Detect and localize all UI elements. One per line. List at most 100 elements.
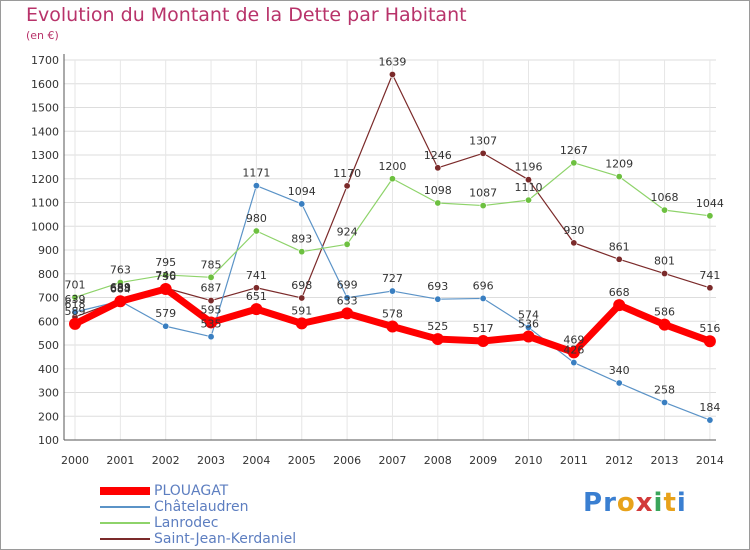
data-label: 980 (246, 212, 267, 225)
data-point (207, 273, 215, 281)
data-point (162, 322, 170, 330)
data-point (661, 398, 669, 406)
logo-letter: i (676, 488, 687, 518)
data-point (615, 379, 623, 387)
chart-title: Evolution du Montant de la Dette par Hab… (26, 4, 467, 26)
data-label: 696 (473, 279, 494, 292)
y-tick-label: 900 (38, 244, 59, 257)
x-tick-label: 2003 (197, 454, 225, 467)
data-label: 741 (246, 269, 267, 282)
data-label: 693 (427, 280, 448, 293)
data-label: 1044 (696, 197, 724, 210)
data-label: 651 (246, 290, 267, 303)
data-label: 536 (518, 317, 539, 330)
data-label: 618 (65, 298, 86, 311)
data-label: 1171 (242, 167, 270, 180)
x-tick-label: 2014 (696, 454, 724, 467)
x-tick-label: 2001 (106, 454, 134, 467)
data-point (71, 293, 79, 301)
data-point (71, 308, 79, 316)
x-tick-label: 2002 (152, 454, 180, 467)
data-point (298, 294, 306, 302)
data-label: 698 (291, 279, 312, 292)
data-label: 1098 (424, 184, 452, 197)
series-ch-telaudren (71, 182, 714, 424)
y-tick-label: 300 (38, 387, 59, 400)
data-point (706, 284, 714, 292)
data-label: 591 (291, 304, 312, 317)
data-label: 795 (155, 256, 176, 269)
logo-letter: x (635, 488, 654, 518)
line-chart: 100 200 300 400 500 600 700 800 900 1000 1100 1200 1… (31, 54, 724, 467)
data-point (298, 248, 306, 256)
data-point (661, 270, 669, 278)
legend-swatch (100, 538, 150, 540)
x-tick-label: 2008 (424, 454, 452, 467)
data-point (661, 206, 669, 214)
data-point (207, 297, 215, 305)
data-point (388, 287, 396, 295)
data-point (434, 199, 442, 207)
data-point (250, 303, 263, 316)
data-label: 469 (563, 333, 584, 346)
data-label: 687 (201, 282, 222, 295)
logo-letter: o (616, 488, 636, 518)
y-tick-label: 700 (38, 292, 59, 305)
y-tick-label: 500 (38, 339, 59, 352)
x-tick-label: 2011 (560, 454, 588, 467)
y-tick-label: 1200 (31, 173, 59, 186)
data-point (570, 159, 578, 167)
data-point (479, 149, 487, 157)
data-label: 861 (609, 240, 630, 253)
data-label: 258 (654, 383, 675, 396)
data-label: 1110 (515, 181, 543, 194)
data-point (207, 333, 215, 341)
data-label: 763 (110, 264, 131, 277)
data-point (159, 282, 172, 295)
y-tick-label: 1300 (31, 149, 59, 162)
series-plouagat (69, 282, 716, 359)
x-tick-label: 2012 (605, 454, 633, 467)
data-point (388, 70, 396, 78)
data-point (205, 316, 218, 329)
data-point (343, 182, 351, 190)
x-tick-label: 2013 (651, 454, 679, 467)
data-point (479, 202, 487, 210)
data-point (615, 173, 623, 181)
data-label: 633 (337, 294, 358, 307)
data-label: 517 (473, 322, 494, 335)
data-label: 701 (65, 278, 86, 291)
data-point (477, 334, 490, 347)
data-label: 1087 (469, 187, 497, 200)
data-point (298, 200, 306, 208)
data-label: 801 (654, 255, 675, 268)
data-point (116, 279, 124, 287)
data-point (434, 164, 442, 172)
data-label: 1307 (469, 134, 497, 147)
data-point (567, 346, 580, 359)
data-label: 685 (110, 282, 131, 295)
data-label: 1639 (378, 55, 406, 68)
data-label: 639 (65, 293, 86, 306)
data-point (570, 359, 578, 367)
data-label: 699 (337, 279, 358, 292)
data-point (386, 320, 399, 333)
data-label: 525 (427, 320, 448, 333)
legend-label: Lanrodec (154, 515, 219, 531)
y-tick-label: 100 (38, 434, 59, 447)
data-labels: 618 689 740 687 741 698 1170 1639 1246 1307 1196 93… (65, 55, 724, 414)
series-lanrodec (71, 159, 714, 301)
data-label: 579 (155, 307, 176, 320)
data-label: 785 (201, 258, 222, 271)
data-label: 516 (699, 322, 720, 335)
data-point (522, 330, 535, 343)
legend-swatch (100, 506, 150, 508)
data-point (114, 295, 127, 308)
data-point (69, 317, 81, 330)
data-point (434, 295, 442, 303)
logo-letter: P (583, 488, 604, 518)
proxiti-logo: Proxiti (583, 488, 687, 518)
unit-label: (en €) (26, 29, 59, 42)
data-label: 930 (563, 224, 584, 237)
data-point (295, 317, 308, 330)
